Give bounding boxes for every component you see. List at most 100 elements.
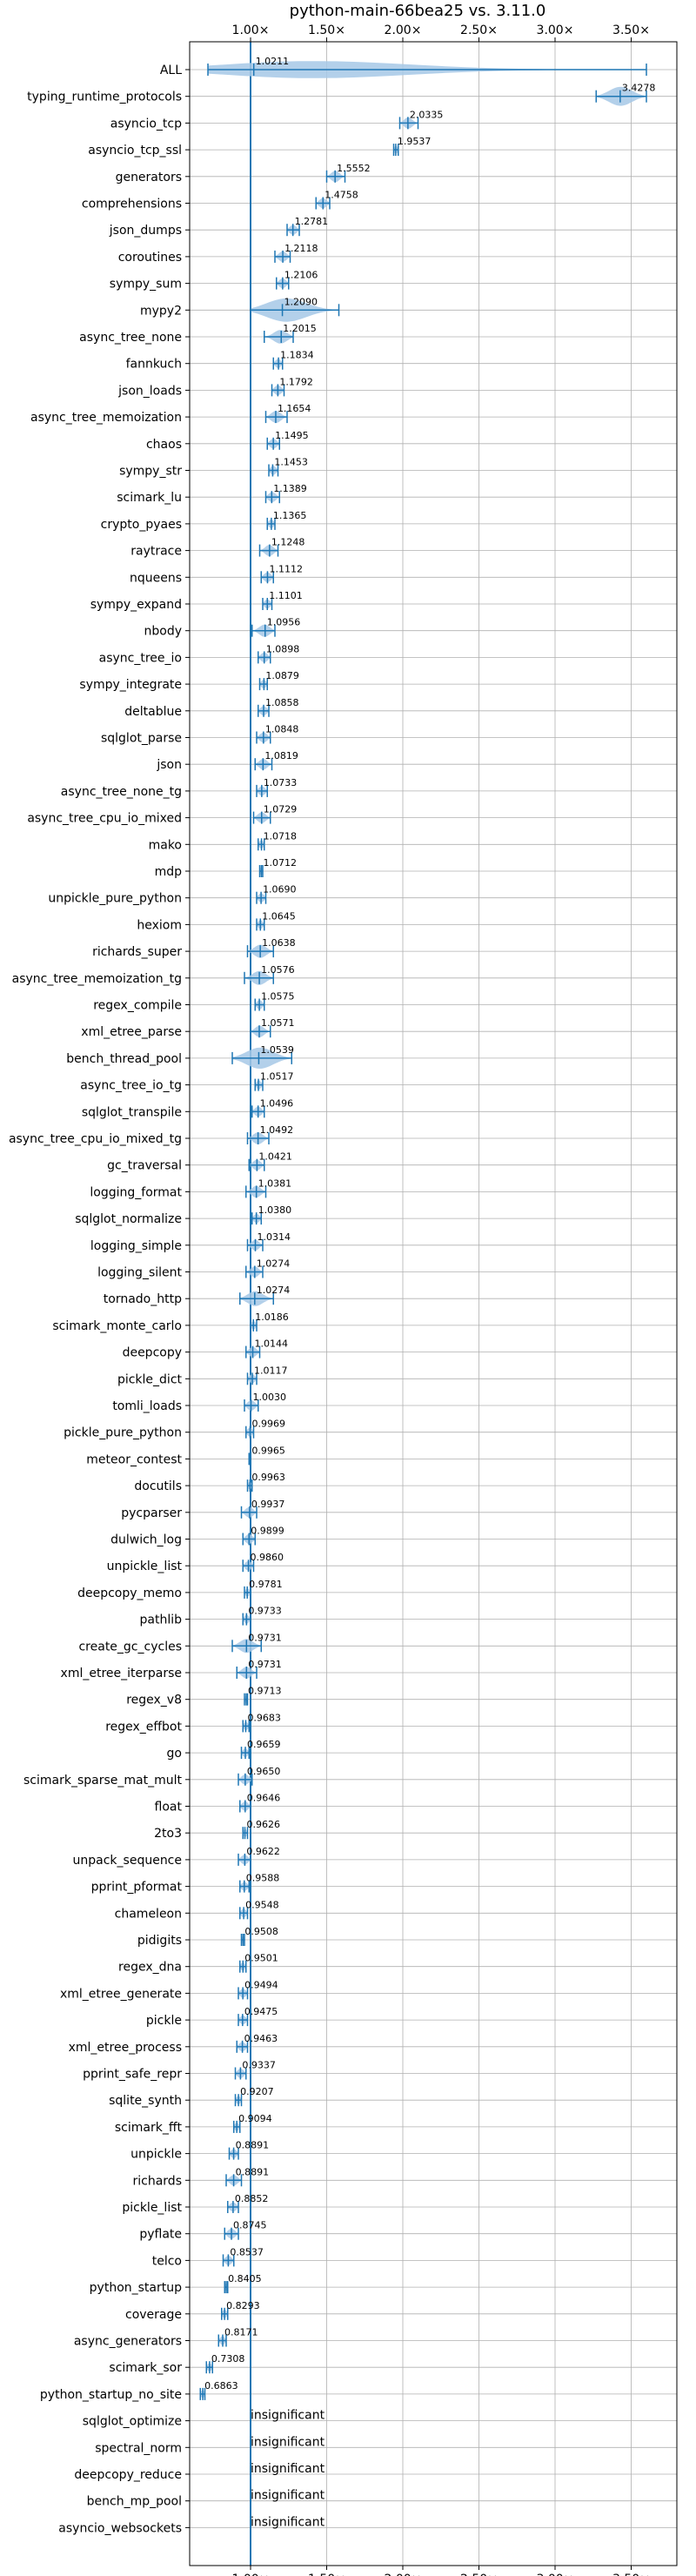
x-tick-label-top: 2.50×	[460, 23, 498, 37]
benchmark-label: comprehensions	[82, 198, 182, 211]
data-label: 1.0576	[261, 964, 295, 976]
benchmark-label: scimark_fft	[115, 2121, 183, 2135]
data-label: 0.9937	[251, 1499, 285, 1510]
benchmark-label: docutils	[134, 1479, 182, 1493]
data-label: 1.0274	[257, 1258, 291, 1270]
data-label: 1.0381	[258, 1177, 292, 1189]
benchmark-label: json_loads	[117, 384, 182, 398]
benchmark-label: pickle_pure_python	[64, 1426, 182, 1440]
data-label: 0.9508	[244, 1926, 278, 1937]
benchmark-label: asyncio_tcp_ssl	[88, 144, 182, 158]
data-label: 0.9733	[248, 1606, 282, 1617]
benchmark-label: async_tree_memoization_tg	[12, 972, 182, 986]
data-label: 1.0571	[261, 1017, 295, 1029]
benchmark-label: scimark_lu	[117, 491, 182, 505]
data-label: 1.0898	[266, 643, 300, 654]
benchmark-label: pickle_list	[122, 2201, 182, 2215]
benchmark-label: nqueens	[130, 571, 182, 585]
data-label: 1.0496	[260, 1097, 294, 1109]
data-label: 1.0690	[263, 884, 297, 896]
insignificant-label: insignificant	[251, 2435, 325, 2449]
data-label: 0.8852	[235, 2193, 269, 2204]
benchmark-label: mypy2	[140, 304, 182, 318]
benchmark-label: bench_thread_pool	[66, 1052, 182, 1066]
data-label: 1.4758	[325, 190, 358, 201]
data-label: 1.1834	[280, 350, 314, 361]
benchmark-label: unpickle_pure_python	[48, 892, 182, 906]
x-tick-label-top: 3.00×	[537, 23, 574, 37]
benchmark-label: coroutines	[118, 251, 182, 265]
benchmark-label: regex_compile	[93, 999, 182, 1013]
benchmark-label: xml_etree_process	[69, 2041, 182, 2055]
data-label: 0.9650	[247, 1766, 281, 1777]
data-label: 1.0030	[253, 1392, 287, 1403]
benchmark-label: crypto_pyaes	[101, 518, 182, 532]
benchmark-label: regex_dna	[118, 1961, 182, 1975]
benchmark-label: pprint_pformat	[91, 1881, 183, 1895]
benchmark-label: sqlglot_normalize	[75, 1212, 182, 1226]
data-label: 1.0492	[260, 1124, 294, 1136]
data-label: 1.0186	[255, 1311, 289, 1323]
x-tick-label-bottom: 3.00×	[537, 2573, 574, 2576]
benchmark-label: async_tree_io	[99, 651, 182, 665]
benchmark-label: regex_effbot	[105, 1720, 182, 1734]
benchmark-label: dulwich_log	[110, 1533, 182, 1547]
benchmark-label: unpack_sequence	[73, 1854, 182, 1868]
data-label: 1.0421	[258, 1151, 292, 1163]
benchmark-label: unpickle_list	[107, 1560, 183, 1573]
benchmark-label: pidigits	[137, 1934, 182, 1948]
benchmark-label: deepcopy	[123, 1346, 182, 1360]
benchmark-label: bench_mp_pool	[87, 2495, 182, 2509]
benchmark-label: xml_etree_parse	[81, 1025, 182, 1039]
data-label: 1.1495	[275, 430, 309, 441]
insignificant-label: insignificant	[251, 2409, 325, 2423]
benchmark-label: meteor_contest	[86, 1452, 182, 1466]
x-tick-label-bottom: 2.00×	[385, 2573, 422, 2576]
benchmark-label: logging_simple	[90, 1239, 182, 1253]
benchmark-label: chaos	[146, 438, 182, 452]
benchmark-label: raytrace	[130, 545, 182, 559]
data-label: 1.0645	[262, 910, 296, 922]
data-label: 1.9537	[398, 136, 432, 147]
benchmark-label: mako	[149, 838, 182, 852]
benchmark-label: pickle	[146, 2014, 182, 2028]
data-label: 0.9713	[248, 1686, 282, 1697]
data-label: 0.9337	[242, 2060, 276, 2071]
data-label: 1.0819	[264, 750, 298, 761]
data-label: 0.9475	[244, 2006, 278, 2017]
benchmark-label: sympy_expand	[90, 598, 182, 612]
benchmark-label: async_tree_none_tg	[61, 785, 182, 799]
data-label: 1.2090	[284, 296, 318, 307]
data-label: 0.8405	[228, 2273, 262, 2284]
data-label: 1.0539	[260, 1044, 294, 1056]
data-label: 1.1792	[279, 376, 313, 387]
data-label: 0.9646	[247, 1793, 281, 1804]
data-label: 1.0729	[264, 804, 298, 815]
data-label: 1.0144	[255, 1338, 289, 1350]
data-label: 1.1112	[269, 563, 303, 574]
data-label: 1.0380	[258, 1204, 292, 1216]
data-label: 0.9963	[251, 1472, 285, 1483]
data-label: 1.0517	[260, 1071, 294, 1083]
x-tick-label-top: 1.00×	[232, 23, 270, 37]
benchmark-label: ALL	[160, 64, 182, 77]
data-label: 1.1453	[274, 457, 308, 468]
benchmark-label: python_startup_no_site	[40, 2388, 182, 2402]
data-label: 0.7308	[211, 2353, 245, 2365]
data-label: 3.4278	[622, 83, 656, 94]
plot-frame	[189, 41, 678, 2566]
data-label: 1.0712	[263, 857, 297, 869]
x-axis-ticks: 1.00× 1.00× 1.50× 1.50× 2.00× 2.00× 2.50× 2.50×…	[185, 23, 650, 2576]
benchmark-label: xml_etree_generate	[60, 1987, 182, 2001]
benchmark-label: richards_super	[92, 945, 182, 959]
data-label: 1.5552	[337, 163, 371, 174]
benchmark-label: deepcopy_memo	[77, 1587, 182, 1600]
data-label: 1.0274	[257, 1285, 291, 1296]
data-label: 1.1101	[269, 590, 303, 601]
data-label: 1.2781	[295, 216, 329, 227]
data-label: 1.0117	[254, 1365, 288, 1376]
x-tick-label-top: 1.50×	[308, 23, 345, 37]
data-label: 0.9463	[244, 2033, 278, 2044]
benchmark-label: telco	[152, 2254, 182, 2268]
